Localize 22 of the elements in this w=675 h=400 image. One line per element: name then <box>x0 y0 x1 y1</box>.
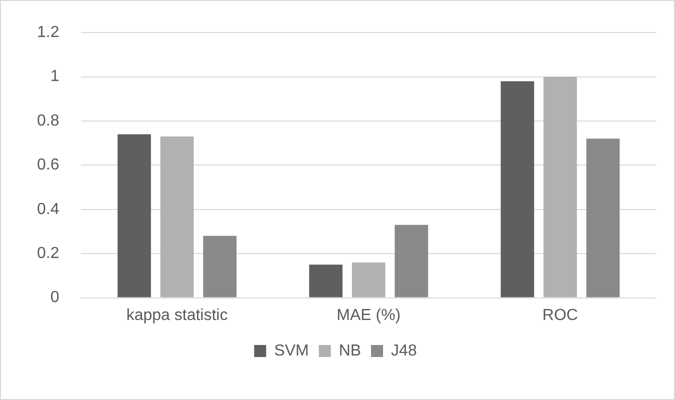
bar <box>500 81 534 298</box>
bar <box>586 138 620 298</box>
y-tick-label: 1 <box>50 68 60 86</box>
legend-label: SVM <box>274 342 309 360</box>
y-tick-label: 0.8 <box>36 112 60 130</box>
bar <box>160 136 194 298</box>
bar <box>352 262 386 298</box>
bar <box>394 224 428 298</box>
y-tick-label: 0.4 <box>36 200 60 218</box>
y-tick-label: 0.2 <box>36 245 60 262</box>
x-tick-label: ROC <box>542 306 578 324</box>
y-tick-label: 0.6 <box>36 156 60 174</box>
y-tick-label: 1.2 <box>36 24 60 42</box>
legend-label: J48 <box>391 342 417 360</box>
bar <box>118 134 151 298</box>
legend-label: NB <box>338 342 362 360</box>
bar <box>544 76 577 298</box>
y-tick-label: 0 <box>50 289 60 306</box>
x-tick-label: kappa statistic <box>126 306 228 324</box>
bar <box>309 264 343 298</box>
x-tick-label: MAE (%) <box>336 306 401 324</box>
bar <box>203 236 237 298</box>
